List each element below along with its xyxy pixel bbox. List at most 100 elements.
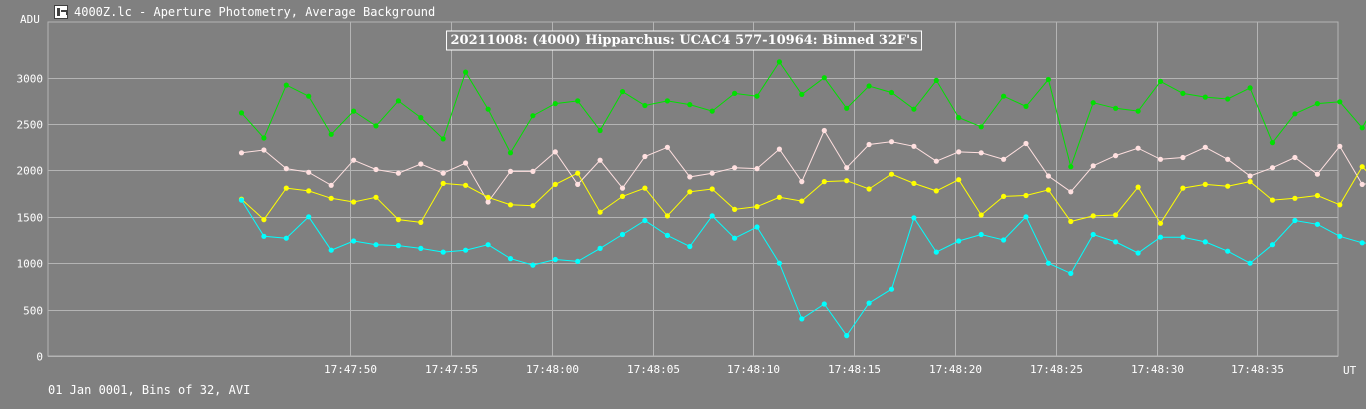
data-point (732, 165, 738, 171)
x-axis-label: UT (1343, 364, 1357, 377)
data-point (1269, 165, 1276, 171)
series-3 (238, 197, 1366, 339)
data-point (776, 260, 783, 266)
data-point (911, 215, 917, 221)
data-point (1157, 234, 1164, 240)
data-point (1359, 240, 1365, 246)
data-point (1068, 189, 1074, 195)
y-tick-label: 1000 (17, 258, 44, 271)
data-point (485, 242, 491, 248)
data-point (351, 199, 357, 205)
data-point (888, 139, 895, 145)
data-point (1337, 143, 1343, 149)
data-point (575, 181, 581, 187)
data-point (597, 127, 603, 134)
data-point (1292, 111, 1298, 117)
data-point (440, 249, 446, 255)
data-point (440, 180, 446, 186)
y-tick-label: 2000 (17, 165, 44, 178)
data-point (844, 105, 850, 111)
data-point (351, 108, 357, 114)
data-point (1045, 76, 1051, 83)
data-point (642, 102, 648, 109)
data-point (911, 143, 917, 149)
data-point (1247, 173, 1253, 179)
data-point (799, 179, 805, 185)
data-point (530, 113, 536, 119)
data-point (1135, 250, 1141, 256)
data-point (1180, 90, 1186, 96)
data-point (1090, 163, 1096, 169)
data-point (328, 195, 334, 201)
data-point (463, 69, 469, 75)
series-line (241, 165, 1366, 225)
data-point (238, 110, 245, 116)
data-point (888, 171, 895, 177)
data-point (978, 150, 984, 156)
y-tick-label: 1500 (17, 212, 44, 225)
data-point (238, 150, 245, 156)
lightcurve-app-icon[interactable] (54, 5, 68, 19)
chart-grid (47, 21, 1339, 357)
data-point (530, 262, 536, 268)
data-point (1023, 192, 1029, 199)
x-tick-label: 17:48:00 (526, 363, 579, 376)
data-point (687, 243, 693, 250)
data-point (1314, 101, 1320, 107)
data-point (1337, 233, 1343, 239)
y-tick-label: 0 (36, 351, 43, 364)
data-point (552, 149, 558, 155)
data-point (799, 198, 805, 204)
data-point (351, 238, 357, 244)
data-point (866, 300, 872, 306)
data-point (956, 115, 962, 121)
data-point (1292, 217, 1298, 224)
plot-frame (47, 21, 1339, 357)
data-point (395, 170, 401, 176)
data-point (1225, 183, 1231, 189)
data-point (709, 213, 715, 219)
data-point (619, 231, 626, 238)
data-point (261, 147, 267, 153)
data-point (575, 98, 581, 104)
chart-title-box (446, 30, 922, 51)
data-point (844, 165, 850, 171)
data-point (597, 245, 603, 251)
data-point (1247, 85, 1253, 91)
series-line (241, 129, 1366, 203)
data-point (463, 247, 469, 253)
data-point (1202, 94, 1208, 100)
data-point (776, 59, 783, 65)
data-point (1202, 144, 1208, 150)
x-tick-label: 17:48:20 (929, 363, 982, 376)
data-point (1113, 105, 1119, 111)
data-point (1068, 218, 1074, 225)
data-point (1180, 234, 1186, 240)
data-point (530, 203, 536, 209)
data-point (597, 157, 603, 163)
data-point (306, 214, 312, 220)
data-point (1292, 195, 1298, 201)
data-point (1001, 237, 1007, 243)
data-point (687, 189, 693, 195)
chart-title: 20211008: (4000) Hipparchus: UCAC4 577-1… (451, 33, 918, 48)
data-point (373, 166, 379, 173)
x-tick-label: 17:48:15 (828, 363, 881, 376)
data-point (776, 146, 783, 152)
y-tick-label: 2500 (17, 119, 44, 132)
series-2 (238, 164, 1366, 226)
data-point (463, 182, 469, 188)
data-point (821, 301, 827, 307)
data-point (1202, 181, 1208, 187)
data-point (283, 185, 289, 191)
data-point (597, 209, 603, 215)
chart-series (238, 59, 1366, 339)
data-point (507, 202, 514, 208)
data-point (507, 150, 514, 156)
data-point (1045, 260, 1051, 266)
data-point (1135, 145, 1141, 151)
data-point (1337, 202, 1343, 208)
data-point (1314, 221, 1320, 227)
x-tick-label: 17:47:50 (324, 363, 377, 376)
data-point (1180, 185, 1186, 191)
